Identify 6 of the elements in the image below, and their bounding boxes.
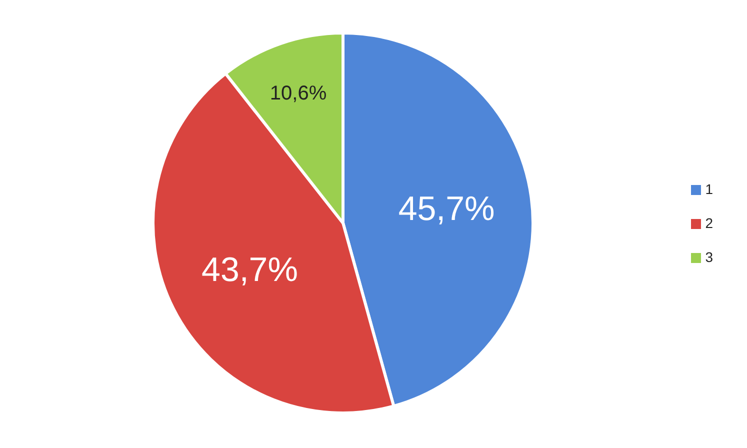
legend-label: 3: [705, 249, 713, 265]
legend-label: 1: [705, 181, 713, 197]
data-label: 43,7%: [202, 251, 298, 290]
data-label: 10,6%: [270, 82, 327, 105]
legend-label: 2: [705, 215, 713, 231]
data-label: 45,7%: [398, 190, 495, 228]
